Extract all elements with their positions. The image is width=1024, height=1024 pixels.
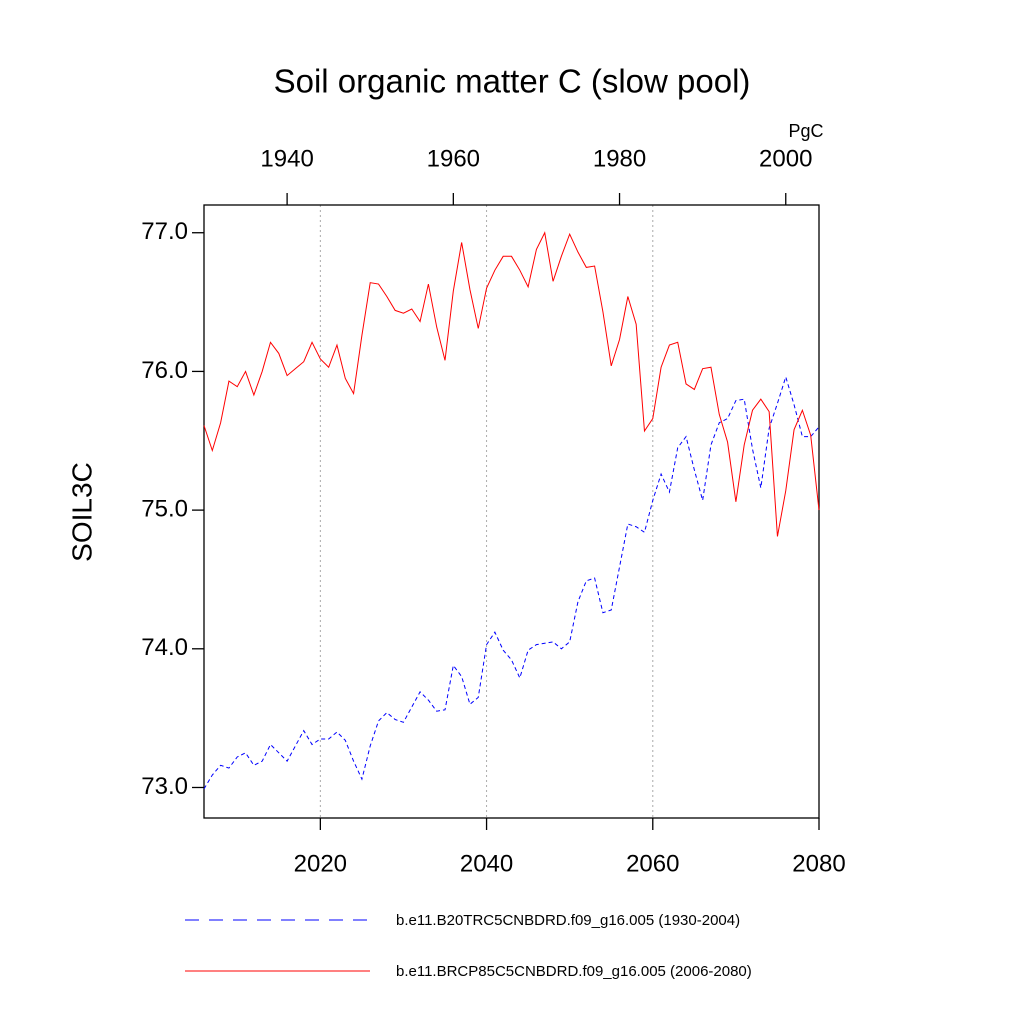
x2-tick-label: 1960 (427, 145, 480, 172)
x2-tick-label: 2000 (759, 145, 812, 172)
x-tick-label: 2080 (792, 850, 845, 877)
x2-tick-label: 1980 (593, 145, 646, 172)
series-line (203, 375, 820, 790)
plot-frame (203, 204, 820, 819)
legend-label: b.e11.BRCP85C5CNBDRD.f09_g16.005 (2006-2… (396, 963, 752, 980)
y-tick-label: 75.0 (141, 495, 188, 522)
x-tick-label: 2040 (460, 850, 513, 877)
chart-title: Soil organic matter C (slow pool) (274, 63, 751, 100)
y-tick-label: 76.0 (141, 357, 188, 384)
x-tick-label: 2060 (626, 850, 679, 877)
x2-tick-label: 1940 (260, 145, 313, 172)
series-line (203, 231, 820, 537)
y-tick-label: 74.0 (141, 634, 188, 661)
legend-label: b.e11.B20TRC5CNBDRD.f09_g16.005 (1930-20… (396, 912, 740, 929)
y-axis-title: SOIL3C (66, 462, 97, 562)
units-label: PgC (788, 121, 823, 141)
y-tick-label: 77.0 (141, 218, 188, 245)
y-tick-label: 73.0 (141, 773, 188, 800)
x-tick-label: 2020 (294, 850, 347, 877)
